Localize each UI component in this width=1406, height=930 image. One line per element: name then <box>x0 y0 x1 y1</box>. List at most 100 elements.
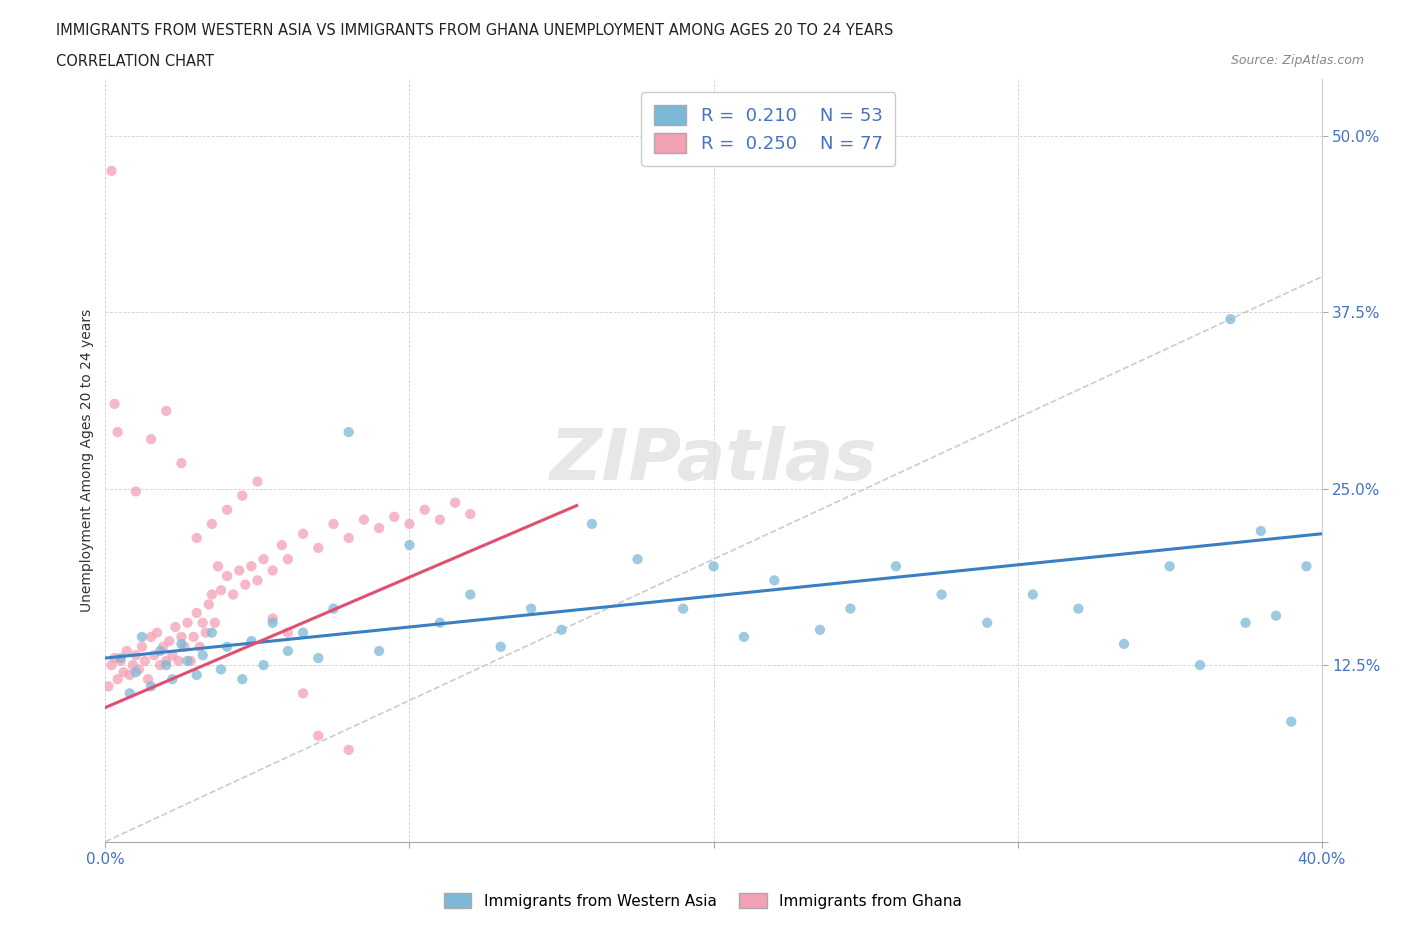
Point <box>176 654 198 669</box>
Point <box>337 531 360 546</box>
Point <box>337 742 360 757</box>
Point <box>207 559 229 574</box>
Point <box>112 665 135 680</box>
Point <box>976 616 998 631</box>
Point <box>444 496 467 511</box>
Point <box>157 633 180 648</box>
Point <box>884 559 907 574</box>
Point <box>307 540 329 555</box>
Point <box>100 658 122 672</box>
Point <box>217 569 239 584</box>
Point <box>626 551 648 566</box>
Point <box>1112 636 1135 651</box>
Point <box>125 665 148 680</box>
Point <box>808 622 831 637</box>
Point <box>183 630 205 644</box>
Point <box>170 636 193 651</box>
Y-axis label: Unemployment Among Ages 20 to 24 years: Unemployment Among Ages 20 to 24 years <box>80 309 94 612</box>
Point <box>162 648 184 663</box>
Point <box>100 164 122 179</box>
Point <box>322 516 344 531</box>
Point <box>139 679 162 694</box>
Point <box>186 605 208 620</box>
Point <box>191 616 214 631</box>
Point <box>702 559 725 574</box>
Point <box>170 456 193 471</box>
Point <box>191 648 214 663</box>
Point <box>246 474 269 489</box>
Point <box>429 616 451 631</box>
Point <box>550 622 572 637</box>
Point <box>176 616 198 631</box>
Point <box>733 630 755 644</box>
Point <box>188 639 211 654</box>
Point <box>277 625 299 640</box>
Point <box>167 654 190 669</box>
Point <box>458 587 481 602</box>
Point <box>222 587 245 602</box>
Point <box>398 538 420 552</box>
Legend: R =  0.210    N = 53, R =  0.250    N = 77: R = 0.210 N = 53, R = 0.250 N = 77 <box>641 92 896 166</box>
Point <box>277 644 299 658</box>
Point <box>520 601 543 616</box>
Point <box>262 563 284 578</box>
Point <box>131 630 153 644</box>
Point <box>1265 608 1288 623</box>
Point <box>186 531 208 546</box>
Point <box>209 583 232 598</box>
Point <box>217 502 239 517</box>
Point <box>252 658 274 672</box>
Point <box>128 662 150 677</box>
Point <box>228 563 250 578</box>
Point <box>173 639 195 654</box>
Point <box>121 658 143 672</box>
Point <box>139 432 162 446</box>
Point <box>107 425 129 440</box>
Point <box>1022 587 1045 602</box>
Point <box>201 625 224 640</box>
Point <box>763 573 786 588</box>
Point <box>103 651 125 666</box>
Point <box>672 601 695 616</box>
Point <box>198 597 221 612</box>
Point <box>429 512 451 527</box>
Point <box>201 587 224 602</box>
Point <box>252 551 274 566</box>
Point <box>413 502 436 517</box>
Point <box>292 686 315 701</box>
Point <box>149 644 172 658</box>
Point <box>107 671 129 686</box>
Text: IMMIGRANTS FROM WESTERN ASIA VS IMMIGRANTS FROM GHANA UNEMPLOYMENT AMONG AGES 20: IMMIGRANTS FROM WESTERN ASIA VS IMMIGRAN… <box>56 23 894 38</box>
Point <box>398 516 420 531</box>
Point <box>337 425 360 440</box>
Text: CORRELATION CHART: CORRELATION CHART <box>56 54 214 69</box>
Point <box>231 671 253 686</box>
Point <box>292 625 315 640</box>
Point <box>307 728 329 743</box>
Point <box>1295 559 1317 574</box>
Point <box>201 516 224 531</box>
Point <box>270 538 292 552</box>
Point <box>217 639 239 654</box>
Point <box>149 658 172 672</box>
Point <box>240 559 263 574</box>
Point <box>194 625 217 640</box>
Legend: Immigrants from Western Asia, Immigrants from Ghana: Immigrants from Western Asia, Immigrants… <box>437 886 969 915</box>
Point <box>1219 312 1241 326</box>
Point <box>368 521 391 536</box>
Point <box>262 611 284 626</box>
Point <box>233 578 256 592</box>
Point <box>231 488 253 503</box>
Point <box>155 654 177 669</box>
Point <box>165 619 187 634</box>
Point <box>382 510 405 525</box>
Point <box>368 644 391 658</box>
Point <box>1067 601 1090 616</box>
Point <box>1159 559 1181 574</box>
Point <box>307 651 329 666</box>
Point <box>152 639 174 654</box>
Point <box>240 633 263 648</box>
Point <box>125 484 148 498</box>
Point <box>136 671 159 686</box>
Point <box>277 551 299 566</box>
